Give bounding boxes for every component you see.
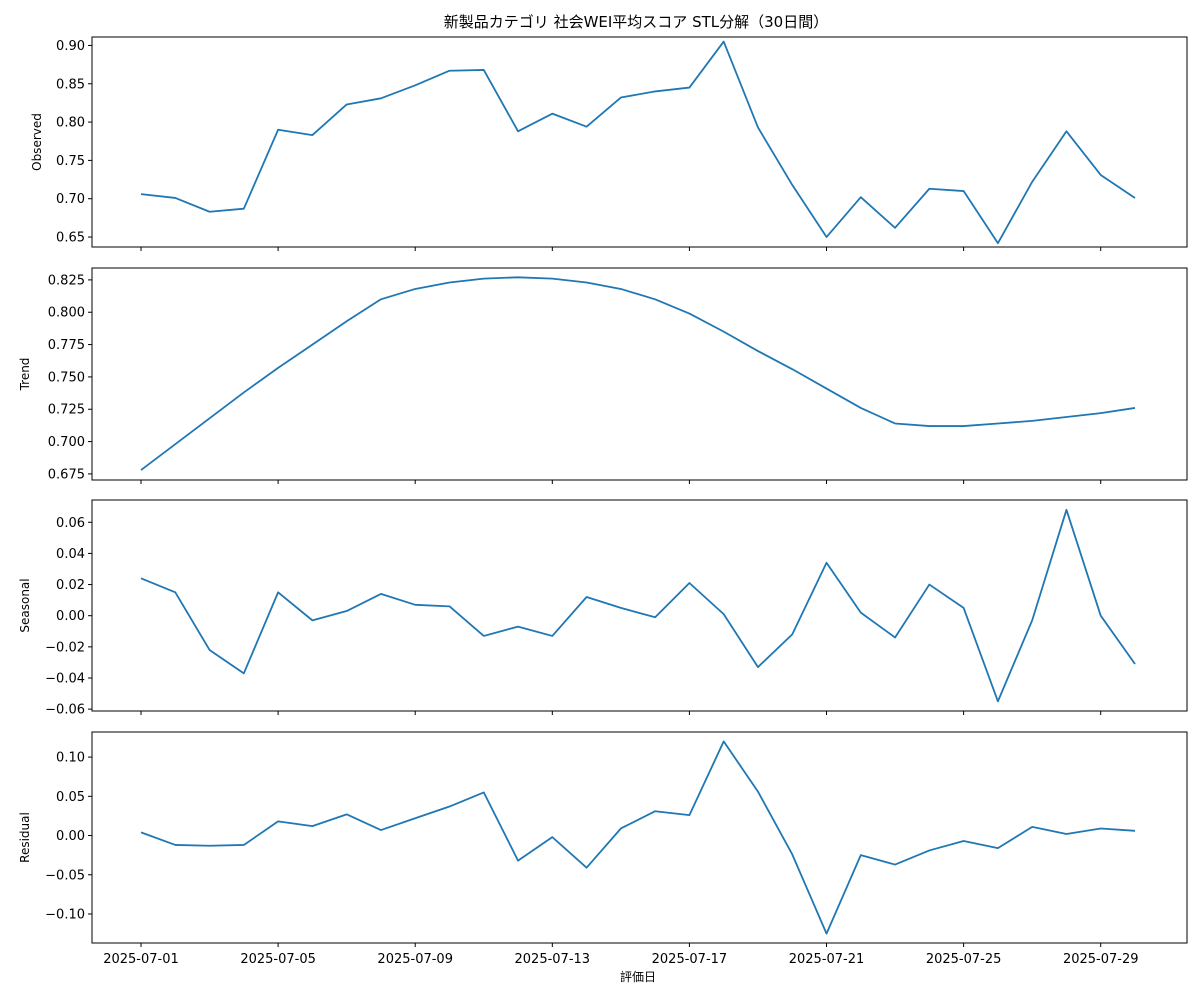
x-tick-label: 2025-07-01 (103, 952, 179, 967)
x-tick-label: 2025-07-09 (377, 952, 453, 967)
y-tick-label: 0.05 (56, 790, 85, 805)
y-tick-label: 0.10 (56, 751, 85, 766)
panels-group: 0.65 0.70 0.75 0.80 0.85 0.90 Observed 0.675 0.7… (18, 36, 1188, 967)
y-tick-label: 0.70 (56, 192, 85, 207)
panel-observed: 0.65 0.70 0.75 0.80 0.85 0.90 Observed (30, 36, 1188, 251)
panel-trend: 0.675 0.700 0.725 0.750 0.775 0.800 0.825 Trend (18, 267, 1188, 484)
y-tick-label: 0.02 (56, 578, 85, 593)
panel-seasonal: −0.06 −0.04 −0.02 0.00 0.02 0.04 0.06 Seasonal (18, 499, 1188, 718)
axes-frame (91, 36, 1188, 248)
y-axis-label: Observed (30, 113, 44, 171)
y-tick-label: 0.825 (48, 273, 85, 288)
y-tick-label: 0.750 (48, 370, 85, 385)
y-tick-label: 0.725 (48, 403, 85, 418)
x-tick-label: 2025-07-29 (1063, 952, 1139, 967)
y-tick-label: 0.700 (48, 435, 85, 450)
chart-title: 新製品カテゴリ 社会WEI平均スコア STL分解（30日間） (444, 13, 828, 31)
series-line-observed (140, 40, 1136, 245)
y-tick-label: −0.04 (45, 671, 85, 686)
x-axis-label: 評価日 (620, 969, 656, 984)
axes-frame (91, 499, 1188, 712)
y-axis-label: Residual (18, 812, 32, 863)
x-tick-label: 2025-07-05 (240, 952, 316, 967)
y-tick-label: 0.775 (48, 338, 85, 353)
x-tick-label: 2025-07-13 (515, 952, 591, 967)
y-axis-label: Seasonal (18, 578, 32, 632)
axes-frame (91, 267, 1188, 481)
y-tick-label: −0.10 (45, 907, 85, 922)
y-tick-label: −0.02 (45, 640, 85, 655)
y-tick-label: 0.65 (56, 231, 85, 246)
panel-residual: −0.10 −0.05 0.00 0.05 0.10 Residual 2025-07-01… (18, 731, 1188, 967)
y-tick-label: 0.00 (56, 609, 85, 624)
y-tick-label: −0.06 (45, 703, 85, 718)
axes-frame (91, 731, 1188, 944)
y-tick-label: 0.90 (56, 39, 85, 54)
y-axis-label: Trend (18, 358, 32, 392)
y-tick-label: 0.80 (56, 116, 85, 131)
y-tick-label: 0.00 (56, 829, 85, 844)
series-line-residual (140, 740, 1136, 935)
series-line-trend (140, 276, 1136, 471)
y-tick-label: −0.05 (45, 868, 85, 883)
y-tick-label: 0.04 (56, 547, 85, 562)
series-line-seasonal (140, 508, 1136, 703)
y-tick-label: 0.75 (56, 154, 85, 169)
x-tick-label: 2025-07-25 (926, 952, 1002, 967)
y-tick-label: 0.06 (56, 516, 85, 531)
x-tick-label: 2025-07-21 (789, 952, 865, 967)
x-tick-label: 2025-07-17 (652, 952, 728, 967)
y-tick-label: 0.800 (48, 306, 85, 321)
y-tick-label: 0.675 (48, 467, 85, 482)
y-tick-label: 0.85 (56, 77, 85, 92)
